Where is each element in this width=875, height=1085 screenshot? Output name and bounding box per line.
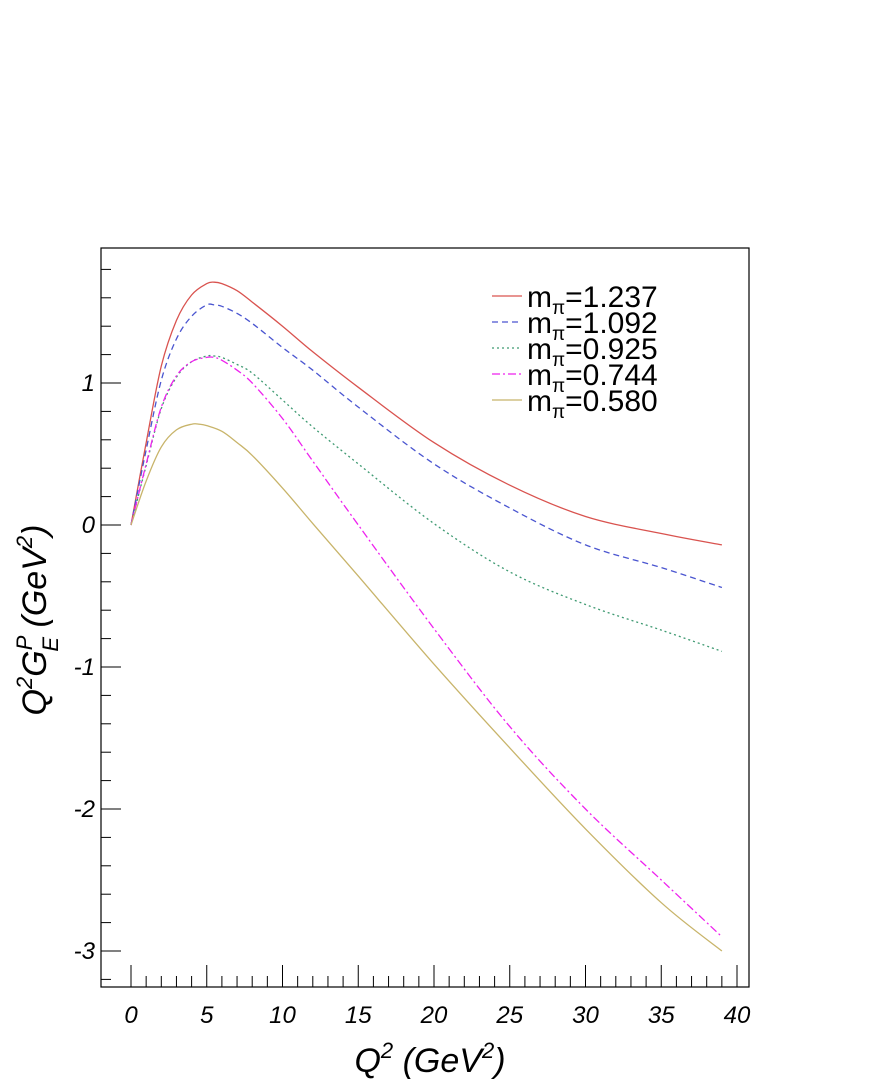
- x-tick-label: 0: [124, 1002, 138, 1029]
- y-tick-label: -3: [74, 938, 96, 965]
- x-tick-label: 25: [495, 1002, 523, 1029]
- legend-label-4: mπ=0.744: [527, 359, 658, 397]
- legend-label-sub: π: [552, 350, 565, 371]
- y-axis-label-g-sup: P: [12, 635, 37, 650]
- x-axis-label-close: ): [490, 1042, 505, 1080]
- legend-label-1: mπ=1.237: [527, 281, 658, 319]
- y-tick-label: 1: [82, 370, 95, 397]
- x-axis-label-unit-sup: 2: [481, 1038, 494, 1063]
- y-axis-label-g: G: [16, 650, 54, 676]
- x-tick-label: 10: [269, 1002, 296, 1029]
- series-line-4: [130, 356, 723, 938]
- legend-label-sub: π: [552, 324, 565, 345]
- y-tick-label: -1: [74, 654, 95, 681]
- legend-label-m: m: [527, 385, 552, 418]
- x-axis-label-q-sup: 2: [380, 1038, 393, 1063]
- legend-label-value: =0.744: [565, 359, 658, 392]
- x-axis-label-unit: (GeV: [393, 1042, 485, 1080]
- y-tick-label: -2: [74, 796, 95, 823]
- y-axis-label-unit: (GeV: [16, 545, 54, 637]
- y-axis-label-g-sub: E: [38, 637, 63, 652]
- legend-label-sub: π: [552, 298, 565, 319]
- series-lines: [130, 281, 723, 952]
- legend-label-value: =1.092: [565, 307, 658, 340]
- y-axis-label-close: ): [16, 525, 54, 540]
- y-axis-label-q: Q: [16, 689, 54, 715]
- legend-label-value: =0.925: [565, 333, 658, 366]
- series-line-5: [130, 423, 723, 952]
- axis-ticks: [101, 268, 738, 987]
- axis-tick-labels: 0 5 10 15 20 25 30 35 40 -3 -2 -1 0 1: [74, 370, 751, 1029]
- legend-label-m: m: [527, 333, 552, 366]
- y-axis-label-q-sup: 2: [12, 677, 37, 690]
- x-axis-label-q: Q: [354, 1042, 380, 1080]
- x-axis-label: Q2 (GeV2): [354, 1038, 505, 1080]
- legend-label-value: =1.237: [565, 281, 658, 314]
- plot-frame: [100, 247, 750, 988]
- x-tick-label: 40: [724, 1002, 751, 1029]
- legend-label-5: mπ=0.580: [527, 385, 658, 423]
- x-tick-label: 15: [345, 1002, 372, 1029]
- series-line-1: [130, 281, 723, 546]
- legend-label-3: mπ=0.925: [527, 333, 658, 371]
- legend-label-sub: π: [552, 376, 565, 397]
- legend-label-m: m: [527, 281, 552, 314]
- x-tick-label: 35: [648, 1002, 675, 1029]
- y-axis-label: Q2GPE (GeV2): [12, 525, 63, 716]
- legend-label-m: m: [527, 359, 552, 392]
- series-line-2: [130, 303, 723, 589]
- legend-label-2: mπ=1.092: [527, 307, 658, 345]
- legend-label-m: m: [527, 307, 552, 340]
- series-line-3: [130, 354, 723, 653]
- x-tick-label: 5: [200, 1002, 214, 1029]
- y-tick-label: 0: [82, 512, 96, 539]
- legend-label-sub: π: [552, 402, 565, 423]
- y-axis-label-unit-sup: 2: [12, 536, 37, 549]
- x-tick-label: 20: [420, 1002, 448, 1029]
- legend-label-value: =0.580: [565, 385, 658, 418]
- x-tick-label: 30: [572, 1002, 599, 1029]
